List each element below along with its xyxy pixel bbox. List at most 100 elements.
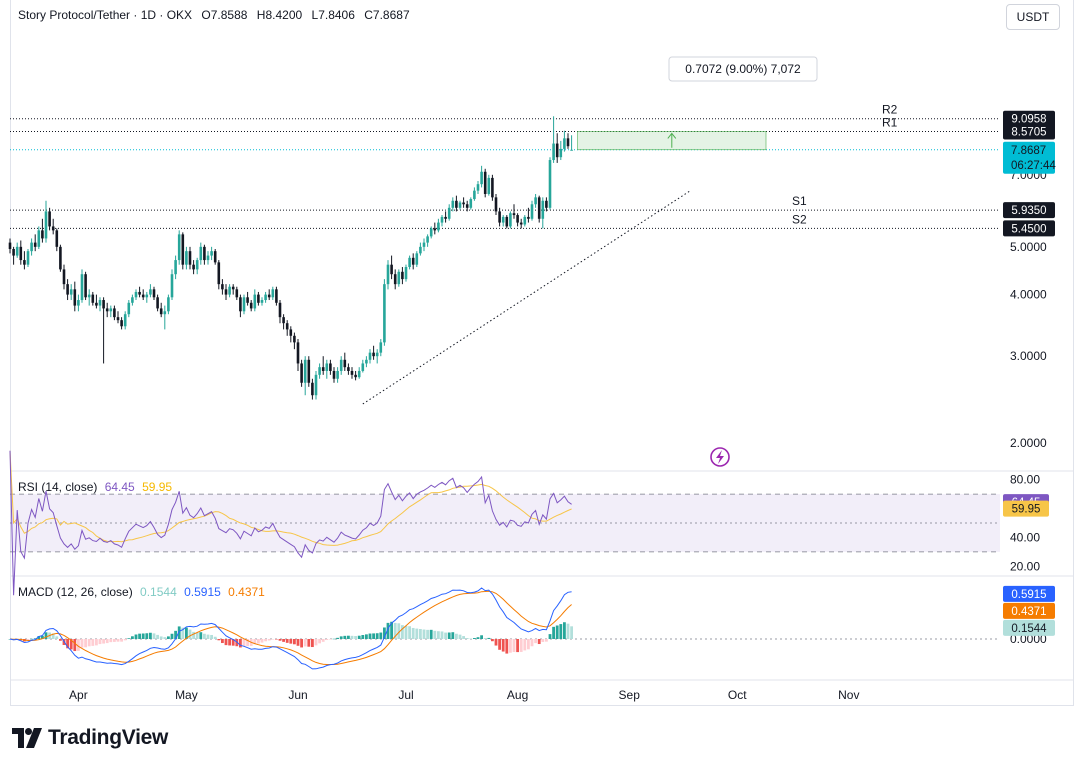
candle-body — [393, 274, 397, 285]
time-axis-label: May — [175, 688, 198, 702]
candle-body — [134, 291, 138, 298]
candle-body — [192, 264, 195, 270]
candle-body — [109, 308, 113, 312]
macd-histogram-bar — [264, 639, 267, 642]
macd-histogram-bar — [138, 633, 141, 639]
candle-body — [285, 323, 289, 330]
macd-histogram-bar — [411, 627, 415, 639]
candle-body — [30, 242, 33, 252]
candle-body — [491, 177, 494, 198]
macd-histogram-bar — [372, 633, 375, 639]
macd-histogram-bar — [77, 639, 80, 651]
low-value: 7.8406 — [318, 8, 355, 22]
candle-body — [217, 262, 221, 285]
candle-body — [41, 230, 44, 239]
macd-histogram-bar — [66, 639, 69, 649]
macd-histogram-bar — [167, 636, 170, 639]
time-axis-label: Nov — [838, 688, 859, 702]
macd-histogram-bar — [116, 639, 120, 642]
tradingview-logo-icon — [12, 728, 42, 748]
candle-body — [152, 289, 156, 298]
close-value: 7.8687 — [372, 8, 410, 22]
candle-body — [347, 367, 350, 371]
candle-body — [213, 251, 217, 263]
time-axis-label: Aug — [507, 688, 528, 702]
currency-button[interactable]: USDT — [1006, 4, 1060, 30]
macd-histogram-bar — [185, 627, 188, 639]
macd-histogram-bar — [51, 633, 55, 639]
candle-body — [483, 171, 487, 194]
candle-body — [419, 246, 422, 254]
candle-body — [267, 294, 271, 298]
candle-body — [282, 317, 285, 324]
macd-histogram-bar — [347, 635, 350, 639]
macd-histogram-bar — [419, 629, 422, 639]
macd-histogram-bar — [267, 639, 271, 641]
macd-histogram-bar — [469, 638, 473, 640]
candle-body — [195, 260, 199, 270]
tradingview-logo[interactable]: TradingView — [12, 726, 168, 750]
macd-histogram-bar — [462, 636, 465, 639]
macd-histogram-bar — [123, 639, 127, 641]
price-tick-label: 2.0000 — [1010, 436, 1047, 450]
candle-body — [368, 352, 372, 360]
candle-body — [278, 302, 282, 318]
macd-histogram-bar — [512, 639, 516, 652]
candle-body — [555, 143, 559, 158]
candle-body — [357, 370, 361, 378]
candle-body — [84, 274, 87, 298]
candle-body — [15, 246, 19, 256]
macd-histogram-bar — [300, 639, 303, 648]
candle-body — [339, 359, 343, 371]
candle-body — [426, 236, 429, 243]
macd-histogram-bar — [141, 633, 145, 639]
candle-body — [530, 204, 534, 219]
macd-legend: MACD (12, 26, close) 0.1544 0.5915 0.437… — [18, 585, 265, 599]
last-price-tag — [1003, 141, 1055, 174]
candle-body — [51, 226, 55, 231]
macd-histogram-bar — [59, 639, 62, 641]
close-label: C — [364, 8, 373, 22]
candle-body — [451, 200, 455, 208]
macd-histogram-bar — [84, 639, 87, 648]
macd-histogram-bar — [120, 639, 123, 642]
macd-histogram-bar — [210, 634, 213, 639]
macd-histogram-bar — [401, 625, 404, 639]
macd-histogram-bar — [203, 633, 206, 639]
macd-histogram-bar — [278, 639, 282, 641]
candle-body — [12, 248, 15, 256]
candle-body — [62, 269, 66, 285]
candle-body — [519, 222, 523, 225]
candle-body — [199, 246, 203, 261]
macd-histogram-bar — [563, 622, 566, 639]
candle-body — [102, 300, 105, 309]
candle-body — [440, 216, 444, 223]
macd-histogram-bar — [149, 632, 152, 639]
candles-group — [8, 116, 573, 400]
candle-body — [458, 202, 462, 208]
candle-body — [80, 274, 84, 301]
candle-body — [145, 294, 149, 298]
currency-label: USDT — [1016, 10, 1050, 24]
macd-signal-line — [9, 590, 572, 665]
candle-body — [552, 143, 555, 161]
candle-body — [379, 342, 383, 353]
candle-body — [206, 255, 210, 261]
macd-histogram-bar — [33, 638, 37, 639]
macd-histogram-bar — [44, 632, 48, 639]
candle-body — [476, 184, 480, 191]
candle-body — [66, 284, 69, 295]
macd-histogram-bar — [152, 633, 156, 639]
candle-body — [444, 216, 447, 219]
measure-arrow-head — [667, 132, 677, 139]
macd-signal-value-tag — [1003, 602, 1055, 619]
macd-histogram-bar — [386, 622, 390, 639]
rsi-tick-label: 40.00 — [1010, 530, 1040, 544]
candle-body — [563, 138, 566, 149]
candle-body — [350, 370, 354, 375]
macd-histogram-bar — [368, 633, 372, 639]
macd-histogram-bar — [375, 633, 379, 639]
candle-body — [289, 329, 293, 336]
candle-body — [185, 251, 188, 265]
